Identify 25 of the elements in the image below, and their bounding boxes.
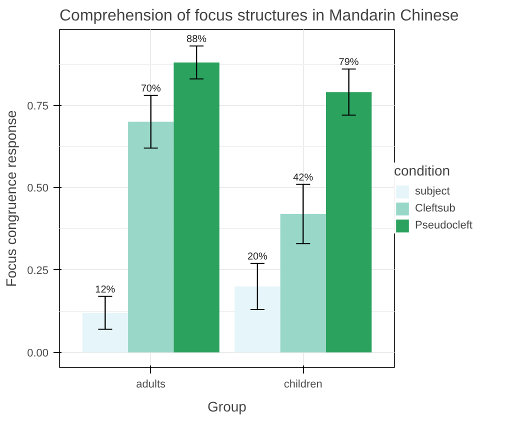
y-tick-label: 0.25: [27, 264, 49, 277]
x-tick-label: children: [284, 378, 322, 390]
data-label: 42%: [293, 172, 314, 184]
y-tick-label: 0.50: [27, 182, 49, 195]
legend-label: Pseudocleft: [415, 220, 472, 232]
legend-title: condition: [394, 162, 452, 178]
bar: [82, 312, 128, 352]
bar: [128, 122, 174, 352]
data-label: 70%: [140, 83, 161, 94]
legend-label: subject: [415, 186, 450, 198]
data-label: 88%: [186, 34, 207, 45]
y-tick-label: 0.00: [27, 347, 49, 360]
bar: [234, 286, 280, 352]
legend-label: Cleftsub: [415, 202, 456, 214]
y-axis-title: Focus congruence response: [3, 110, 20, 287]
data-label: 79%: [338, 57, 359, 68]
bar: [280, 214, 326, 352]
y-tick-label: 0.75: [27, 100, 49, 112]
bar: [174, 62, 220, 352]
bar: [326, 92, 372, 352]
data-label: 20%: [247, 251, 268, 262]
x-tick-label: adults: [136, 378, 166, 390]
chart-title: Comprehension of focus structures in Mandarin Chinese: [60, 8, 459, 24]
x-axis-title: Group: [208, 398, 247, 414]
data-label: 12%: [95, 284, 116, 296]
